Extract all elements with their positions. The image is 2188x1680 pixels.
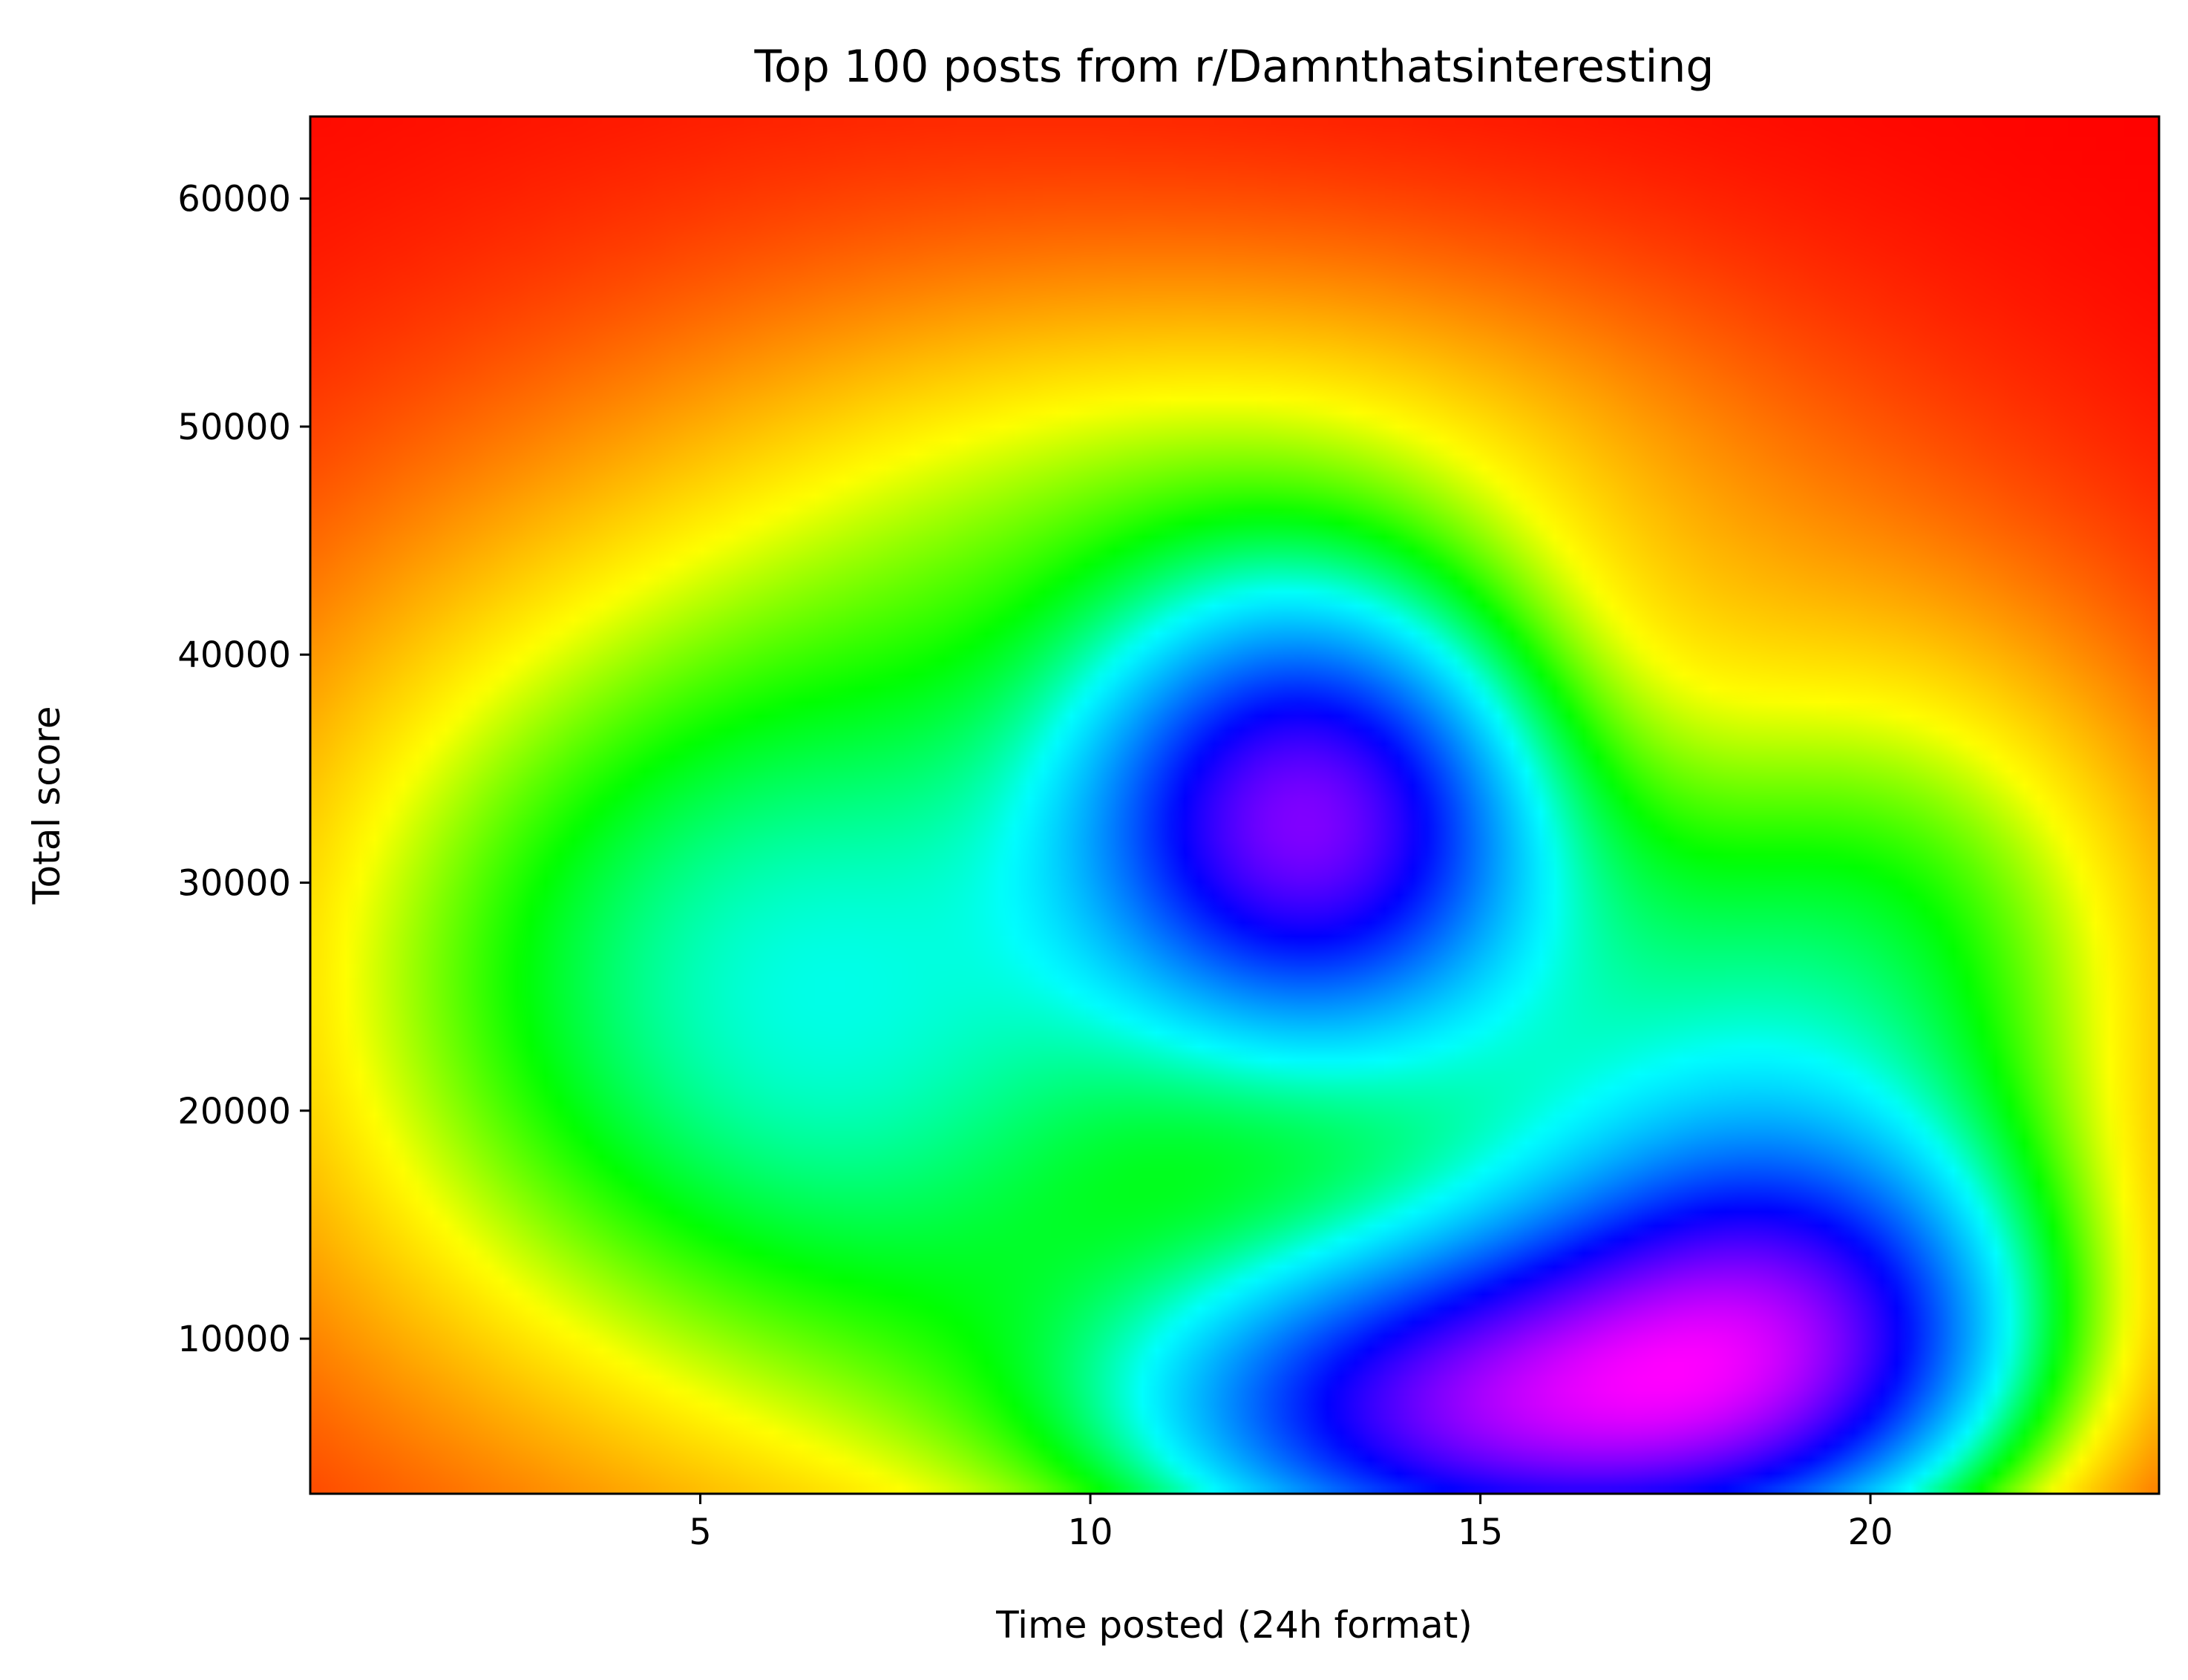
x-tick-label: 15	[1458, 1512, 1503, 1553]
y-tick-label: 20000	[177, 1091, 291, 1132]
x-tick-label: 5	[689, 1512, 712, 1553]
y-tick-label: 30000	[177, 862, 291, 904]
heatmap-surface	[310, 117, 2159, 1494]
y-axis-label: Total score	[25, 706, 68, 905]
plot-area-frame	[309, 115, 2161, 1495]
y-tick-label: 50000	[177, 407, 291, 448]
y-tick-label: 10000	[177, 1319, 291, 1360]
heatmap-image	[310, 117, 2159, 1494]
y-axis-ticks: 10000 20000 30000 40000 50000 60000	[177, 179, 310, 1360]
x-tick-label: 20	[1848, 1512, 1893, 1553]
x-axis-label: Time posted (24h format)	[995, 1604, 1473, 1647]
y-tick-label: 40000	[177, 634, 291, 676]
x-tick-label: 10	[1068, 1512, 1113, 1553]
x-axis-ticks: 5 10 15 20	[689, 1494, 1893, 1553]
chart-title: Top 100 posts from r/Damnthatsinterestin…	[754, 41, 1714, 93]
y-tick-label: 60000	[177, 179, 291, 220]
